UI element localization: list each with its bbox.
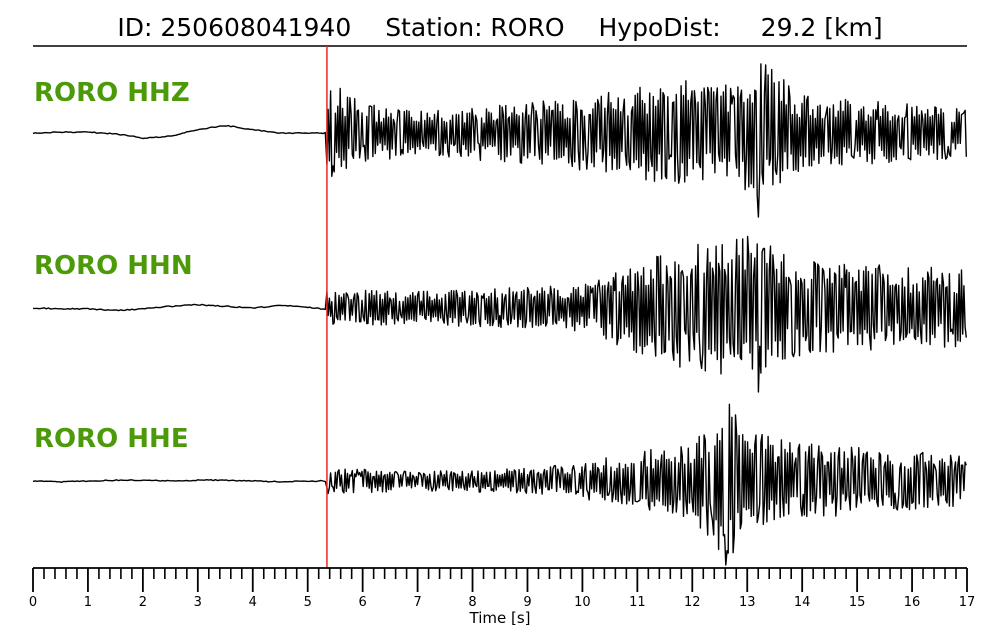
x-tick-label: 10: [574, 595, 591, 610]
x-tick-label: 12: [684, 595, 701, 610]
trace-roro-hhn: [33, 235, 967, 393]
x-tick-label: 0: [29, 595, 37, 610]
x-tick-label: 11: [629, 595, 646, 610]
x-tick-label: 2: [139, 595, 147, 610]
x-tick-label: 1: [84, 595, 92, 610]
station-name: Station: RORO: [385, 13, 564, 42]
hypodist-label: HypoDist:: [599, 13, 721, 42]
trace-label-roro-hhz: RORO HHZ: [34, 78, 190, 108]
trace-label-roro-hhe: RORO HHE: [34, 424, 189, 454]
x-tick-label: 9: [523, 595, 531, 610]
x-tick-label: 17: [959, 595, 976, 610]
x-tick-label: 7: [413, 595, 421, 610]
x-tick-label: 14: [794, 595, 811, 610]
hypodist-value: 29.2 [km]: [761, 13, 883, 42]
traces-group: RORO HHZ RORO HHN RORO HHE: [32, 63, 967, 566]
x-tick-label: 8: [468, 595, 476, 610]
x-axis-label: Time [s]: [469, 609, 531, 627]
trace-roro-hhz: [32, 63, 967, 218]
x-tick-label: 5: [304, 595, 312, 610]
x-tick-label: 15: [849, 595, 866, 610]
time-axis: 0 1 2 3 4 5 6 7 8 9 10 11 12 13 14 15 16 17: [29, 567, 976, 610]
x-tick-label: 6: [359, 595, 367, 610]
event-id: ID: 250608041940: [117, 13, 351, 42]
trace-roro-hhe: [32, 403, 967, 566]
trace-label-roro-hhn: RORO HHN: [34, 251, 193, 281]
x-tick-label: 4: [249, 595, 257, 610]
x-tick-label: 3: [194, 595, 202, 610]
x-tick-label: 13: [739, 595, 756, 610]
chart-title: ID: 250608041940 Station: RORO HypoDist:…: [117, 13, 882, 42]
x-tick-label: 16: [904, 595, 921, 610]
